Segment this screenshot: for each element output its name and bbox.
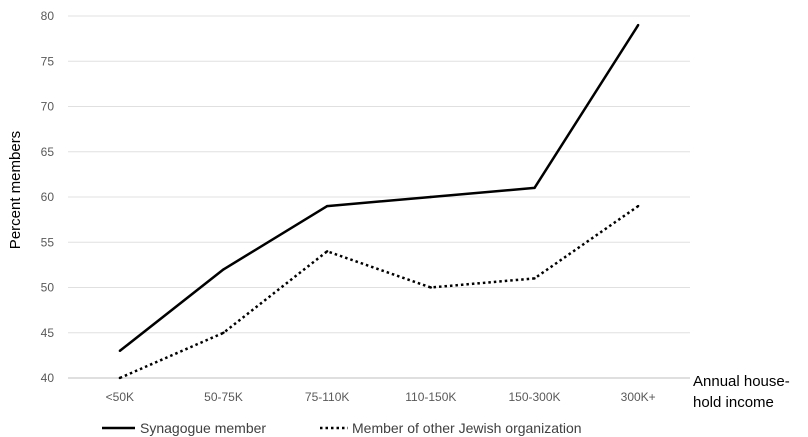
y-tick-label: 60 <box>41 190 55 204</box>
data-point-member-of-other-jewish-organization <box>325 250 329 253</box>
legend: Synagogue member Member of other Jewish … <box>102 420 582 436</box>
data-point-member-of-other-jewish-organization <box>429 286 433 289</box>
data-point-synagogue-member <box>429 195 433 199</box>
y-tick-label: 55 <box>41 235 55 249</box>
series-line-member-of-other-jewish-organization <box>119 205 639 380</box>
y-tick-label: 75 <box>41 54 55 68</box>
y-axis-ticks: 40 45 50 55 60 65 70 75 80 <box>41 9 55 385</box>
data-point-synagogue-member <box>533 186 536 190</box>
series-line-synagogue-member <box>119 24 640 352</box>
y-tick-label: 40 <box>41 371 55 385</box>
y-tick-label: 50 <box>41 281 55 295</box>
x-tick-label: 300K+ <box>621 390 656 404</box>
data-point-member-of-other-jewish-organization <box>636 204 640 208</box>
x-axis-title-line-1: Annual house- <box>693 373 790 390</box>
data-point-member-of-other-jewish-organization <box>222 331 225 334</box>
x-tick-label: 110-150K <box>405 390 456 404</box>
x-tick-label: 50-75K <box>204 390 243 404</box>
y-tick-label: 65 <box>41 145 55 159</box>
legend-label-synagogue-member: Synagogue member <box>140 420 266 436</box>
y-tick-label: 80 <box>41 9 55 23</box>
data-point-synagogue-member <box>118 349 122 353</box>
data-point-synagogue-member <box>222 268 225 271</box>
x-tick-label: 75-110K <box>305 390 349 404</box>
data-point-synagogue-member <box>325 204 329 208</box>
data-point-member-of-other-jewish-organization <box>533 277 536 280</box>
x-tick-label: <50K <box>106 390 134 404</box>
legend-label-other-jewish-org: Member of other Jewish organization <box>352 420 582 436</box>
gridlines <box>68 15 690 379</box>
data-point-synagogue-member <box>636 23 640 27</box>
y-tick-label: 70 <box>41 100 55 114</box>
x-tick-label: 150-300K <box>508 390 560 404</box>
x-axis-title-line-2: hold income <box>693 394 774 411</box>
y-axis-title: Percent members <box>7 131 24 249</box>
series-lines <box>118 23 640 380</box>
data-point-member-of-other-jewish-organization <box>118 376 122 380</box>
x-axis-ticks: <50K 50-75K 75-110K 110-150K 150-300K 300K+ <box>106 390 656 404</box>
y-tick-label: 45 <box>41 326 55 340</box>
